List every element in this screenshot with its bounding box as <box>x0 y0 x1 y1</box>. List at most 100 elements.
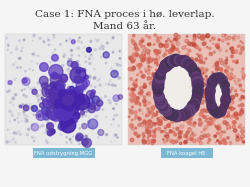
Circle shape <box>48 94 64 110</box>
Circle shape <box>24 89 25 90</box>
Circle shape <box>148 124 152 128</box>
Circle shape <box>216 73 225 82</box>
Circle shape <box>74 86 83 95</box>
Circle shape <box>155 78 162 85</box>
Circle shape <box>137 64 139 67</box>
Circle shape <box>178 79 181 82</box>
Circle shape <box>14 79 16 81</box>
Circle shape <box>89 119 91 121</box>
Circle shape <box>79 37 80 38</box>
Circle shape <box>63 56 64 57</box>
Circle shape <box>172 46 175 49</box>
Circle shape <box>155 129 156 130</box>
Circle shape <box>184 134 188 138</box>
Circle shape <box>174 118 175 119</box>
Circle shape <box>64 54 66 56</box>
Circle shape <box>139 43 141 45</box>
Circle shape <box>43 113 49 120</box>
Circle shape <box>198 69 199 71</box>
Circle shape <box>60 90 68 98</box>
Circle shape <box>223 88 224 90</box>
Circle shape <box>208 122 211 125</box>
Circle shape <box>223 121 226 124</box>
Circle shape <box>62 97 67 102</box>
Circle shape <box>143 85 147 88</box>
Circle shape <box>221 39 224 42</box>
Circle shape <box>153 140 156 142</box>
Circle shape <box>154 92 164 103</box>
Circle shape <box>66 74 67 76</box>
Text: Mand 63 år.: Mand 63 år. <box>94 22 156 30</box>
Circle shape <box>25 70 26 72</box>
Circle shape <box>175 38 178 40</box>
Circle shape <box>55 85 57 87</box>
Circle shape <box>88 105 96 113</box>
Circle shape <box>88 79 90 81</box>
Circle shape <box>22 78 27 83</box>
Circle shape <box>113 118 114 120</box>
Circle shape <box>60 90 72 102</box>
Circle shape <box>155 104 157 106</box>
Circle shape <box>216 45 218 46</box>
Circle shape <box>70 59 72 60</box>
Circle shape <box>143 96 146 98</box>
Circle shape <box>179 134 181 136</box>
Circle shape <box>205 93 208 96</box>
Circle shape <box>41 107 42 108</box>
Circle shape <box>141 59 144 62</box>
Circle shape <box>34 140 35 142</box>
Circle shape <box>182 60 184 62</box>
Circle shape <box>74 95 76 97</box>
Circle shape <box>237 136 238 137</box>
Circle shape <box>232 50 235 53</box>
Circle shape <box>193 74 200 81</box>
Circle shape <box>111 141 112 142</box>
Circle shape <box>185 103 186 105</box>
Circle shape <box>176 42 180 46</box>
Circle shape <box>209 76 218 84</box>
Circle shape <box>54 81 63 90</box>
Circle shape <box>179 86 182 88</box>
Circle shape <box>78 87 79 89</box>
Circle shape <box>179 117 180 118</box>
Circle shape <box>242 141 244 143</box>
Circle shape <box>22 79 25 81</box>
Circle shape <box>26 133 29 136</box>
Circle shape <box>178 131 181 134</box>
Circle shape <box>156 64 159 66</box>
Circle shape <box>202 83 206 86</box>
Circle shape <box>88 104 91 107</box>
Circle shape <box>60 96 70 105</box>
Circle shape <box>52 88 54 90</box>
Circle shape <box>233 39 235 41</box>
Circle shape <box>132 34 135 37</box>
Circle shape <box>216 132 219 134</box>
Circle shape <box>208 76 218 86</box>
Circle shape <box>134 119 135 120</box>
Circle shape <box>142 140 146 144</box>
Circle shape <box>216 126 219 128</box>
Circle shape <box>191 74 203 85</box>
Circle shape <box>149 82 152 85</box>
Circle shape <box>156 98 168 110</box>
Circle shape <box>170 119 172 120</box>
Circle shape <box>199 112 203 116</box>
Circle shape <box>209 78 217 86</box>
Circle shape <box>230 90 232 91</box>
Circle shape <box>204 125 208 129</box>
Circle shape <box>68 89 82 103</box>
Circle shape <box>89 139 90 140</box>
Circle shape <box>199 59 202 63</box>
Circle shape <box>187 101 199 113</box>
Circle shape <box>242 140 244 142</box>
Circle shape <box>227 137 229 139</box>
Circle shape <box>166 124 170 127</box>
Circle shape <box>148 120 152 124</box>
Circle shape <box>205 75 207 77</box>
Circle shape <box>48 128 50 130</box>
Circle shape <box>215 62 218 66</box>
Circle shape <box>221 80 227 86</box>
Circle shape <box>221 104 223 106</box>
Circle shape <box>14 141 16 143</box>
Circle shape <box>189 67 200 79</box>
